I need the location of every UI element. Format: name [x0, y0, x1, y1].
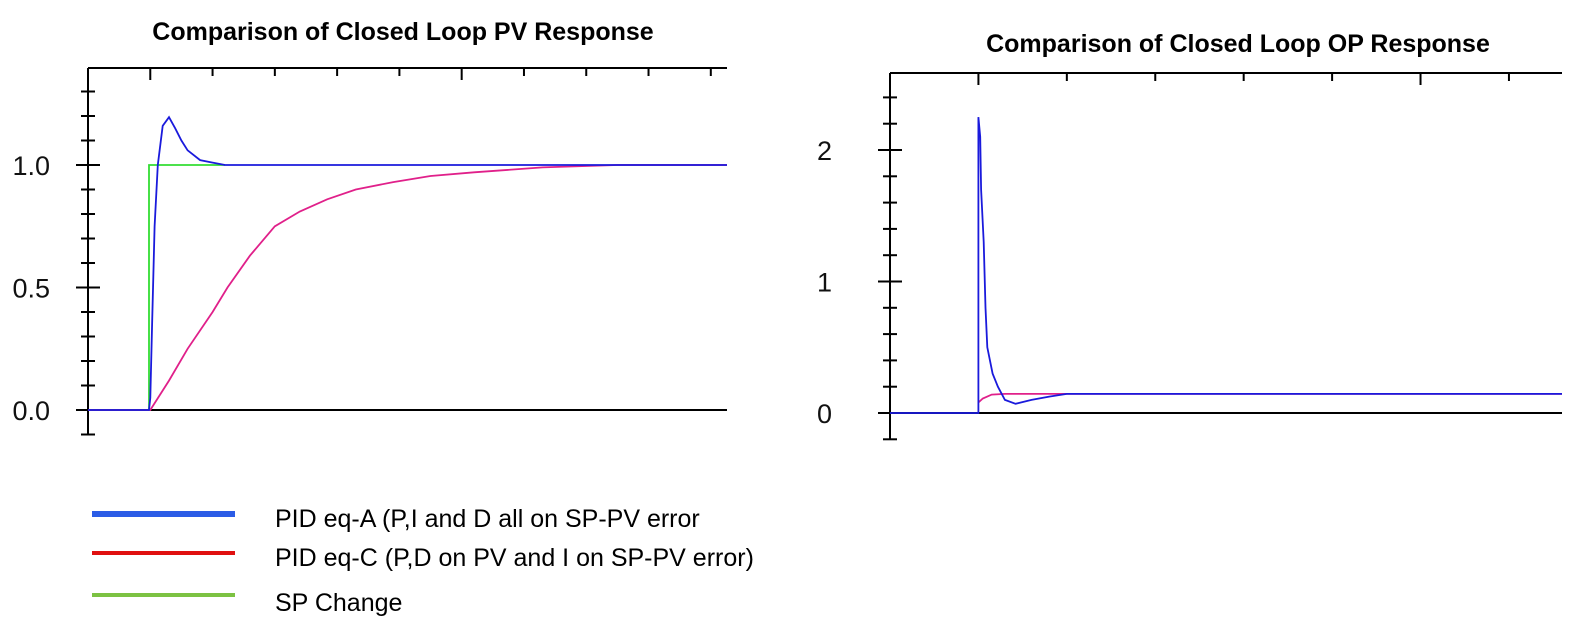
y-tick-label: 0: [817, 399, 832, 429]
pv-response-chart: 0.0 0.5 1.0: [12, 67, 727, 436]
series-line-pid-2: [88, 115, 727, 411]
series-line-pid-1: [890, 117, 1562, 414]
legend: PID eq-A (P,I and D all on SP-PV error P…: [92, 505, 754, 617]
series-line-pid-0: [977, 392, 1562, 404]
legend-label-eq-c: PID eq-C (P,D on PV and I on SP-PV error…: [275, 544, 754, 572]
y-tick-label: 1: [817, 268, 832, 298]
y-tick-label: 1.0: [12, 151, 50, 181]
op-response-chart: 0 1 2: [817, 72, 1562, 441]
legend-label-sp-change: SP Change: [275, 589, 402, 617]
legend-label-eq-a: PID eq-A (P,I and D all on SP-PV error: [275, 505, 700, 533]
y-tick-label: 2: [817, 136, 832, 166]
op-chart-title: Comparison of Closed Loop OP Response: [986, 30, 1490, 58]
y-tick-label: 0.0: [12, 396, 50, 426]
pv-chart-title: Comparison of Closed Loop PV Response: [152, 18, 654, 46]
y-tick-label: 0.5: [12, 274, 50, 304]
series-line-pid-1: [88, 164, 727, 411]
